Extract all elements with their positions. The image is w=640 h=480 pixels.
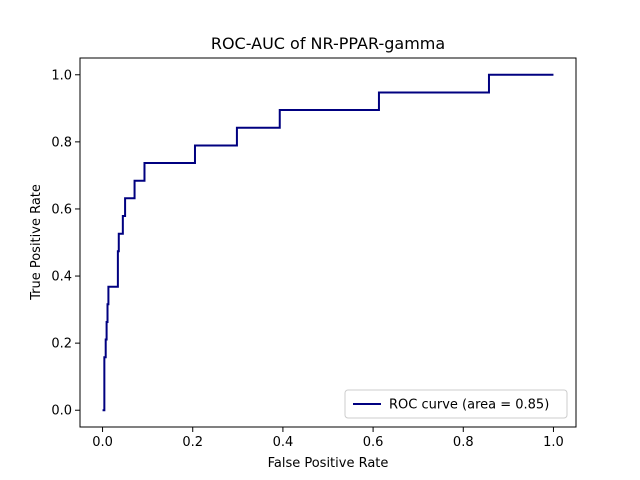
y-tick-label: 0.2	[51, 337, 72, 352]
x-tick-label: 0.0	[92, 435, 113, 450]
y-axis-label: True Positive Rate	[29, 184, 44, 301]
axes-frame	[79, 57, 577, 428]
y-tick-label: 0.6	[51, 202, 72, 217]
plot-area: 0.0 0.2 0.4 0.6 0.8 1.0 0.0 0.2 0.4 0.6 0.8 1.0 ROC …	[51, 57, 577, 450]
x-tick-label: 0.4	[273, 435, 294, 450]
y-tick-label: 0.4	[51, 270, 72, 285]
y-tick-label: 0.8	[51, 135, 72, 150]
x-tick-label: 1.0	[543, 435, 564, 450]
x-axis-label: False Positive Rate	[268, 456, 389, 471]
roc-curve-line	[102, 73, 554, 412]
legend-box	[344, 389, 568, 419]
legend-entry-label: ROC curve (area = 0.85)	[389, 398, 549, 413]
x-tick-label: 0.6	[363, 435, 384, 450]
x-tick-label: 0.2	[182, 435, 203, 450]
x-tick-label: 0.8	[453, 435, 474, 450]
chart-title: ROC-AUC of NR-PPAR-gamma	[211, 34, 445, 53]
y-tick-label: 1.0	[51, 68, 72, 83]
y-tick-label: 0.0	[51, 404, 72, 419]
